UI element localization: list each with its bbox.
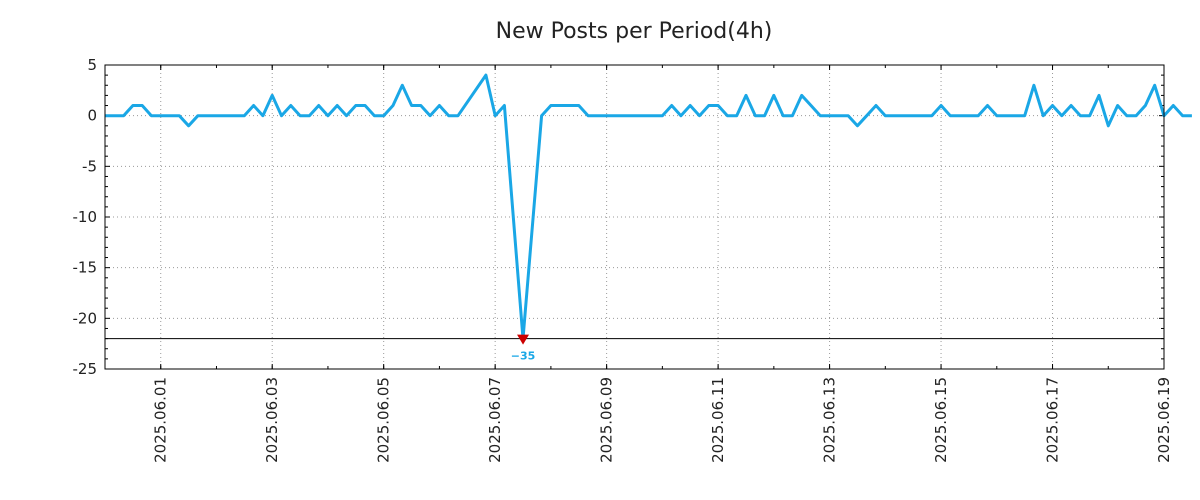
x-tick-label: 2025.06.07 (486, 377, 504, 463)
y-tick-label: -25 (73, 360, 98, 378)
plot-frame (104, 64, 1165, 370)
x-tick-label: 2025.06.01 (152, 377, 170, 463)
x-tick-label: 2025.06.15 (932, 377, 950, 463)
y-tick-label: 0 (87, 107, 97, 125)
min-value-label: −35 (511, 350, 536, 363)
y-tick-label: -10 (73, 208, 98, 226)
x-tick-label: 2025.06.05 (375, 377, 393, 463)
x-tick-label: 2025.06.09 (598, 377, 616, 463)
x-tick-label: 2025.06.03 (263, 377, 281, 463)
chart-title: New Posts per Period(4h) (496, 19, 773, 44)
y-tick-label: -15 (73, 259, 98, 277)
series-line (105, 73, 1192, 341)
x-tick-label: 2025.06.17 (1044, 377, 1062, 463)
x-tick-label: 2025.06.11 (709, 377, 727, 463)
y-tick-label: 5 (87, 56, 97, 74)
y-tick-label: -20 (73, 309, 98, 327)
x-tick-label: 2025.06.19 (1155, 377, 1173, 463)
min-marker-icon (517, 334, 530, 345)
axes: 5 0 -5 -10 -15 -20 -25 2025.06.01 2025.06.03 2025… (73, 56, 1174, 463)
x-tick-label: 2025.06.13 (821, 377, 839, 463)
annotation-layer: −35 (511, 334, 536, 363)
y-tick-label: -5 (82, 157, 97, 175)
series-layer (105, 73, 1192, 341)
